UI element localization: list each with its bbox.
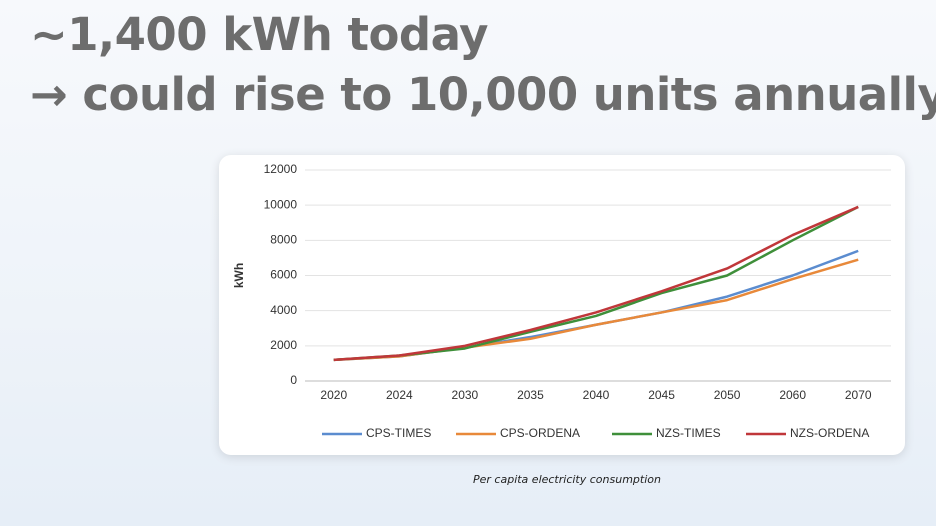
x-tick-label: 2040 [583, 388, 610, 402]
legend-label: CPS-TIMES [366, 426, 431, 440]
x-tick-label: 2020 [320, 388, 347, 402]
series-line [333, 258, 859, 362]
legend-label: NZS-ORDENA [790, 426, 869, 440]
headline: → could rise to 10,000 units annually. [30, 68, 936, 121]
y-tick-label: 12000 [264, 162, 298, 176]
y-axis-label: kWh [232, 263, 246, 288]
y-tick-label: 6000 [270, 268, 297, 282]
x-tick-label: 2035 [517, 388, 544, 402]
y-tick-label: 8000 [270, 233, 297, 247]
headline: ~1,400 kWh today [30, 8, 488, 61]
x-tick-label: 2050 [714, 388, 741, 402]
y-tick-label: 0 [290, 373, 297, 387]
y-tick-label: 4000 [270, 303, 297, 317]
legend-label: CPS-ORDENA [500, 426, 580, 440]
x-tick-label: 2045 [648, 388, 675, 402]
y-tick-label: 2000 [270, 338, 297, 352]
y-tick-label: 10000 [264, 197, 298, 211]
x-tick-label: 2070 [845, 388, 872, 402]
legend-label: NZS-TIMES [656, 426, 721, 440]
x-tick-label: 2060 [779, 388, 806, 402]
x-tick-label: 2030 [452, 388, 479, 402]
x-tick-label: 2024 [386, 388, 413, 402]
series-line [333, 205, 859, 362]
caption: Per capita electricity consumption [473, 473, 661, 486]
series-line [333, 249, 859, 362]
